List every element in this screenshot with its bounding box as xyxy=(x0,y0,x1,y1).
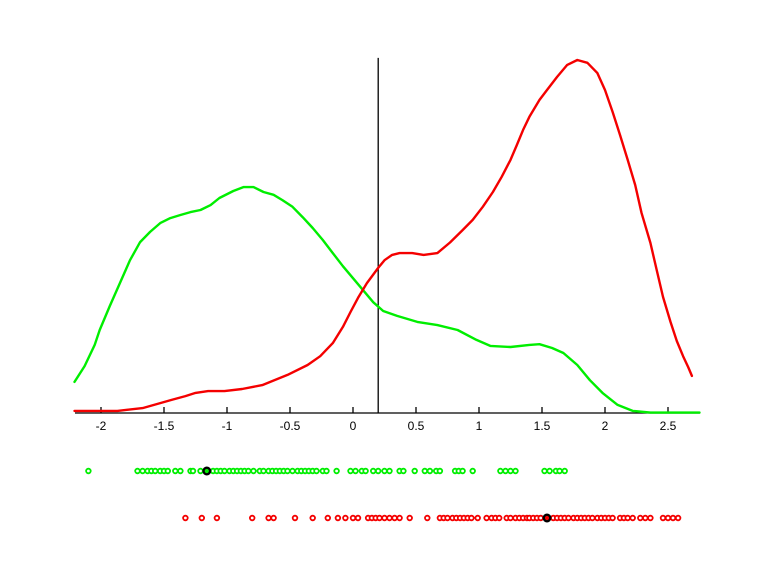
red-sample-point xyxy=(609,514,616,522)
green-sample-point xyxy=(289,467,296,475)
red-sample-point xyxy=(483,514,490,522)
green-sample-point xyxy=(411,467,418,475)
x-tick-label: 1.5 xyxy=(534,419,551,433)
green-sample-point xyxy=(421,467,428,475)
green-sample-point xyxy=(561,467,568,475)
green-sample-point xyxy=(323,467,330,475)
green-sample-point xyxy=(172,467,179,475)
x-tick-label: 0.5 xyxy=(408,419,425,433)
red-sample-point xyxy=(507,514,514,522)
red-sample-point xyxy=(349,514,357,522)
green-sample-point xyxy=(512,467,519,475)
green-sample-point xyxy=(177,467,184,475)
green-sample-point xyxy=(497,467,504,475)
red-sample-point xyxy=(669,514,677,522)
red-sample-point xyxy=(406,514,413,522)
green-sample-point xyxy=(400,467,407,475)
x-tick-label: 2 xyxy=(602,419,609,433)
green-sample-point xyxy=(221,467,228,475)
red-sample-point xyxy=(537,514,544,522)
green-sample-point xyxy=(139,467,146,475)
green-sample-point xyxy=(197,467,204,475)
red-sample-point xyxy=(396,514,403,522)
green-sample-point xyxy=(381,467,388,475)
red-sample-point xyxy=(386,514,393,522)
red-sample-point xyxy=(182,514,189,522)
x-tick-label: -1 xyxy=(222,419,233,433)
red-sample-point xyxy=(213,514,221,522)
red-sample-point xyxy=(270,514,277,522)
green-sample-point xyxy=(333,467,340,475)
red-sample-point xyxy=(624,514,631,522)
green-sample-point xyxy=(250,467,257,475)
x-tick-label: 1 xyxy=(476,419,483,433)
red-sample-point xyxy=(664,514,672,522)
red-sample-point xyxy=(424,514,431,522)
green-sample-point xyxy=(151,467,159,475)
red-sample-point xyxy=(342,514,349,522)
green-sample-point xyxy=(386,467,393,475)
green-sample-point xyxy=(469,467,476,475)
red-sample-point xyxy=(474,514,481,522)
red-sample-point xyxy=(198,514,205,522)
x-tick-label: 2.5 xyxy=(660,419,677,433)
red-sample-point xyxy=(309,514,316,522)
green-sample-point xyxy=(507,467,514,475)
red-sample-point xyxy=(468,514,475,522)
red-sample-point xyxy=(642,514,649,522)
red-sample-point xyxy=(674,514,682,522)
green-sample-point xyxy=(347,467,354,475)
green-sample-point xyxy=(362,467,369,475)
x-tick-label: -0.5 xyxy=(280,419,301,433)
green-sample-point xyxy=(260,467,267,475)
red-sample-point xyxy=(354,514,362,522)
green-sample-point xyxy=(284,467,291,475)
red-sample-point xyxy=(248,514,256,522)
green-sample-point xyxy=(313,467,320,475)
red-sample-point xyxy=(265,514,272,522)
green-sample-highlighted-point xyxy=(202,466,212,476)
green-sample-point xyxy=(541,467,548,475)
green-sample-point xyxy=(556,467,563,475)
x-tick-label: 0 xyxy=(350,419,357,433)
green-sample-point xyxy=(546,467,553,475)
green-sample-point xyxy=(134,467,141,475)
x-tick-label: -1.5 xyxy=(154,419,175,433)
green-sample-point xyxy=(426,467,434,475)
red-sample-point xyxy=(376,514,383,522)
red-density-curve xyxy=(73,58,694,413)
red-sample-point xyxy=(629,514,636,522)
green-sample-point xyxy=(245,467,252,475)
green-sample-point xyxy=(436,467,444,475)
red-sample-point xyxy=(291,514,299,522)
green-sample-point xyxy=(164,467,171,475)
red-sample-point xyxy=(589,514,596,522)
red-sample-point xyxy=(324,514,331,522)
green-sample-point xyxy=(375,467,382,475)
green-density-curve xyxy=(73,185,701,414)
red-sample-point xyxy=(334,514,342,522)
green-sample-point xyxy=(85,467,92,475)
red-sample-point xyxy=(496,514,503,522)
red-sample-point xyxy=(444,514,451,522)
red-sample-point xyxy=(381,514,388,522)
red-sample-point xyxy=(565,514,572,522)
green-sample-point xyxy=(189,467,197,475)
green-sample-point xyxy=(459,467,466,475)
red-sample-point xyxy=(391,514,398,522)
green-sample-point xyxy=(502,467,509,475)
green-sample-point xyxy=(352,467,359,475)
red-sample-point xyxy=(637,514,644,522)
red-sample-highlighted-point xyxy=(542,513,552,523)
red-sample-point xyxy=(647,514,654,522)
x-tick-label: -2 xyxy=(96,419,107,433)
red-sample-point xyxy=(659,514,667,522)
green-sample-point xyxy=(370,467,377,475)
